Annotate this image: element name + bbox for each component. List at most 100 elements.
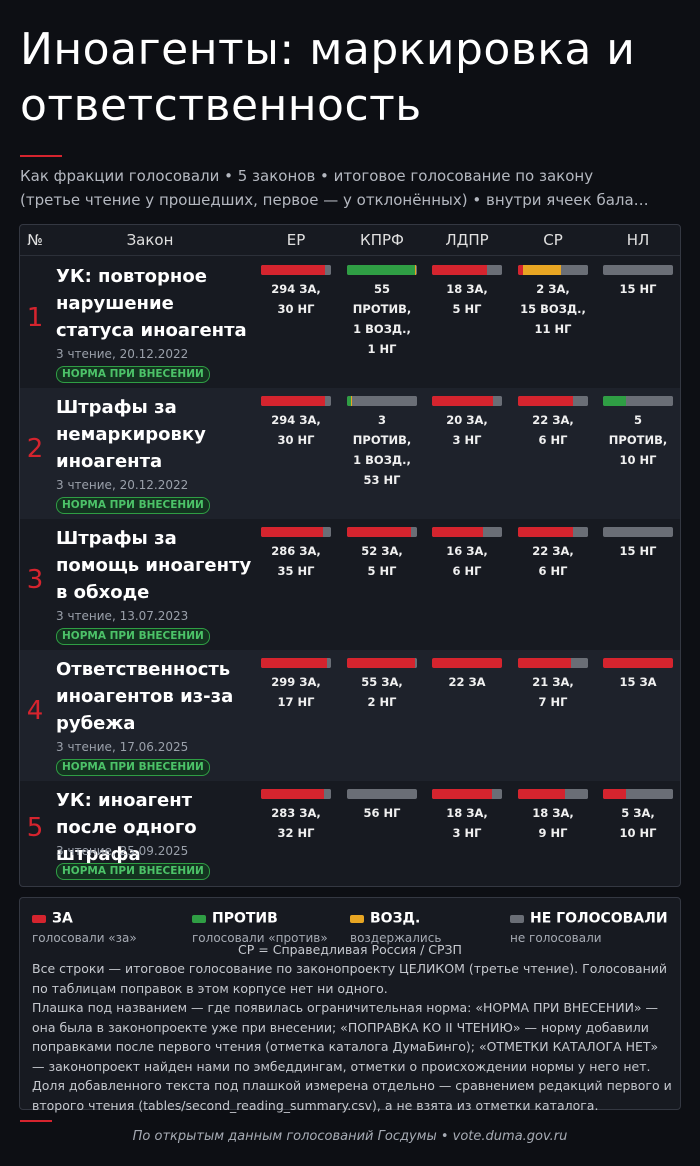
vote-cell-sr: 22 ЗА, 6 НГ — [518, 396, 588, 450]
vote-segment-vozd — [523, 265, 561, 275]
vote-count-label: 21 ЗА, 7 НГ — [532, 675, 574, 709]
vote-segment-ng — [327, 658, 331, 668]
legend-label-ng: НЕ ГОЛОСОВАЛИ — [530, 910, 668, 927]
vote-count-label: 15 НГ — [619, 544, 657, 558]
vote-segment-ng — [492, 396, 502, 406]
vote-segment-za — [518, 658, 571, 668]
vote-count-label: 15 ЗА — [619, 675, 657, 689]
law-date: 3 чтение, 20.12.2022 — [56, 347, 189, 361]
vote-segment-za — [432, 265, 487, 275]
vote-segment-protiv — [347, 265, 415, 275]
vote-bar-kprf — [347, 265, 417, 275]
vote-segment-ng — [351, 396, 417, 406]
vote-cell-nl: 15 НГ — [603, 265, 673, 299]
vote-bar-kprf — [347, 658, 417, 668]
vote-segment-ng — [492, 789, 502, 799]
page-subtitle: Как фракции голосовали • 5 законов • ито… — [20, 164, 685, 212]
vote-segment-vozd — [350, 396, 352, 406]
vote-bar-er — [261, 265, 331, 275]
vote-bar-sr — [518, 265, 588, 275]
vote-segment-ng — [482, 527, 502, 537]
legend-sub-protiv: голосовали «против» — [192, 931, 328, 945]
vote-segment-ng — [410, 527, 417, 537]
vote-bar-ldpr — [432, 265, 502, 275]
norm-origin-badge: НОРМА ПРИ ВНЕСЕНИИ — [56, 366, 210, 383]
vote-bar-er — [261, 527, 331, 537]
page-title: Иноагенты: маркировка и ответственность — [20, 24, 636, 131]
vote-bar-ldpr — [432, 789, 502, 799]
vote-cell-nl: 5 ПРОТИВ, 10 НГ — [603, 396, 673, 470]
vote-segment-za — [261, 658, 328, 668]
law-name: УК: иноагент после одного штрафа — [56, 790, 197, 865]
vote-count-label: 22 ЗА, 6 НГ — [532, 413, 574, 447]
footer-divider — [20, 1120, 52, 1122]
vote-count-label: 16 ЗА, 6 НГ — [446, 544, 488, 578]
vote-cell-sr: 2 ЗА, 15 ВОЗД., 11 НГ — [518, 265, 588, 339]
vote-segment-za — [432, 789, 492, 799]
law-date: 3 чтение, 13.07.2023 — [56, 609, 189, 623]
vote-cell-nl: 15 ЗА — [603, 658, 673, 692]
vote-bar-er — [261, 396, 331, 406]
vote-cell-er: 294 ЗА, 30 НГ — [261, 265, 331, 319]
law-date: 3 чтение, 20.12.2022 — [56, 478, 189, 492]
row-number: 1 — [26, 303, 44, 333]
vote-segment-za — [432, 658, 502, 668]
vote-bar-nl — [603, 527, 673, 537]
vote-bar-sr — [518, 527, 588, 537]
vote-cell-kprf: 52 ЗА, 5 НГ — [347, 527, 417, 581]
vote-segment-ng — [603, 265, 673, 275]
vote-count-label: 55 ПРОТИВ, 1 ВОЗД., 1 НГ — [352, 282, 412, 356]
legend-label-vozd: ВОЗД. — [370, 910, 421, 927]
vote-count-label: 55 ЗА, 2 НГ — [361, 675, 403, 709]
vote-segment-za — [518, 527, 573, 537]
vote-segment-za — [261, 396, 325, 406]
legend-label-protiv: ПРОТИВ — [212, 910, 278, 927]
vote-segment-ng — [573, 527, 588, 537]
vote-segment-protiv — [603, 396, 627, 406]
legend-swatch-za — [32, 914, 46, 923]
vote-segment-za — [603, 789, 627, 799]
source-footer: По открытым данным голосований Госдумы •… — [132, 1129, 568, 1144]
row-number: 4 — [26, 696, 44, 726]
table-row: 1 УК: повторное нарушение статуса иноаген… — [20, 257, 680, 388]
law-name: Ответственность иноагентов из-за рубежа — [56, 659, 234, 734]
votes-table: № Закон ЕР КПРФ ЛДПР СР НЛ 1 УК: повторно… — [19, 224, 681, 887]
law-name: Штрафы за помощь иноагенту в обходе — [56, 528, 252, 603]
vote-segment-ng — [570, 658, 588, 668]
header-ldpr: ЛДПР — [445, 231, 489, 249]
vote-count-label: 299 ЗА, 17 НГ — [271, 675, 321, 709]
header-law: Закон — [126, 231, 174, 249]
vote-bar-sr — [518, 396, 588, 406]
vote-segment-ng — [573, 396, 588, 406]
vote-bar-sr — [518, 658, 588, 668]
vote-segment-za — [432, 527, 483, 537]
vote-segment-za — [261, 527, 324, 537]
table-row: 3 Штрафы за помощь иноагенту в обходе 3 чт… — [20, 519, 680, 650]
row-number: 5 — [26, 813, 44, 843]
vote-cell-ldpr: 22 ЗА — [432, 658, 502, 692]
vote-segment-za — [432, 396, 493, 406]
vote-segment-ng — [415, 265, 417, 275]
note-paragraph-1: Все строки — итоговое голосование по зак… — [32, 961, 668, 996]
vote-cell-er: 294 ЗА, 30 НГ — [261, 396, 331, 450]
vote-bar-kprf — [347, 789, 417, 799]
row-number: 2 — [26, 434, 44, 464]
vote-segment-ng — [323, 527, 331, 537]
vote-segment-ng — [626, 396, 673, 406]
header-sr: СР — [543, 231, 563, 249]
header-num: № — [27, 231, 43, 249]
methodology-notes: Все строки — итоговое голосование по зак… — [32, 959, 672, 1115]
vote-cell-er: 299 ЗА, 17 НГ — [261, 658, 331, 712]
legend-item-ng: НЕ ГОЛОСОВАЛИ не голосовали — [510, 908, 668, 945]
header-er: ЕР — [286, 231, 306, 249]
vote-bar-kprf — [347, 527, 417, 537]
vote-count-label: 20 ЗА, 3 НГ — [446, 413, 488, 447]
vote-cell-kprf: 55 ПРОТИВ, 1 ВОЗД., 1 НГ — [347, 265, 417, 359]
vote-segment-ng — [564, 789, 588, 799]
subtitle-line-2: (третье чтение у прошедших, первое — у о… — [20, 191, 649, 209]
law-name: УК: повторное нарушение статуса иноагент… — [56, 266, 247, 341]
vote-cell-ldpr: 18 ЗА, 5 НГ — [432, 265, 502, 319]
vote-segment-za — [518, 265, 523, 275]
vote-count-label: 15 НГ — [619, 282, 657, 296]
vote-count-label: 5 ПРОТИВ, 10 НГ — [608, 413, 668, 467]
